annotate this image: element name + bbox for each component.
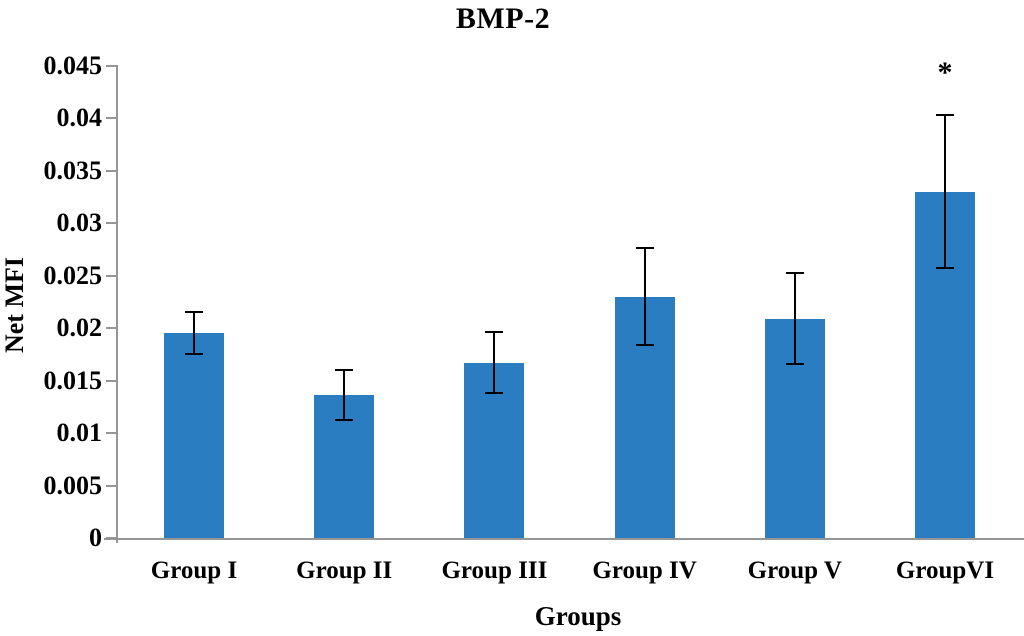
error-bar-line [793,273,796,364]
chart-title: BMP-2 [455,2,551,35]
y-tick-label: 0.045 [43,50,103,80]
y-tick [106,222,116,224]
x-axis-line [104,538,1024,540]
x-category-label: Group II [296,557,393,584]
error-bar-cap-bottom [936,267,954,270]
y-tick [106,274,116,277]
y-tick-label: 0.02 [56,313,103,342]
error-bar-cap-top [785,272,804,275]
x-category-label: GroupVI [895,557,995,584]
bar [164,333,224,538]
y-tick-label: 0.04 [56,103,103,132]
error-bar-line [343,370,346,421]
y-tick [106,64,116,67]
y-tick [106,484,116,487]
error-bar-cap-top [335,369,354,371]
error-bar-cap-bottom [485,392,504,395]
y-tick-label: 0.015 [43,365,103,395]
error-bar-line [493,332,496,394]
y-tick [106,169,116,172]
y-tick-label: 0 [89,523,102,552]
error-bar-cap-bottom [785,362,804,365]
x-category-label: Group III [441,557,548,584]
error-bar-line [944,114,946,269]
error-bar-line [193,312,195,355]
error-bar-cap-top [185,311,203,314]
y-tick [106,379,116,382]
y-tick-label: 0.035 [43,155,103,185]
significance-asterisk: * [937,56,953,89]
error-bar-cap-top [635,247,654,250]
y-axis-line [116,64,118,543]
y-tick [106,117,116,119]
y-tick-label: 0.03 [56,208,103,237]
error-bar-line [643,248,646,345]
error-bar-cap-top [936,113,954,116]
x-category-label: Group V [747,557,842,584]
error-bar-cap-bottom [335,419,354,422]
y-tick-label: 0.005 [43,470,103,500]
error-bar-cap-top [485,331,504,334]
error-bar-cap-bottom [185,353,203,356]
y-tick-label: 0.01 [56,418,103,447]
y-tick [106,432,116,434]
error-bar-cap-bottom [635,343,654,346]
y-tick [106,327,116,329]
y-tick [106,537,116,539]
x-category-label: Group I [150,557,238,584]
x-category-label: Group IV [592,557,697,584]
y-tick-label: 0.025 [43,260,103,290]
x-axis-title: Groups [534,601,622,631]
